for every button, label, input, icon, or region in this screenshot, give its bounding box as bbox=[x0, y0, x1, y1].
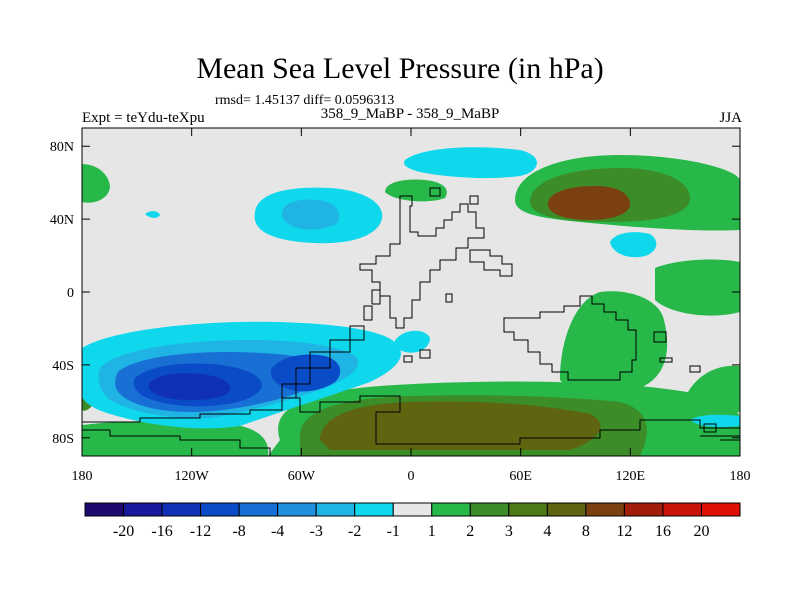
run-label: 358_9_MaBP - 358_9_MaBP bbox=[320, 106, 500, 122]
x-axis: 180 120W 60W 0 60E 120E 180 bbox=[72, 128, 751, 484]
y-tick-label: 80S bbox=[52, 432, 74, 447]
colorbar-swatch bbox=[700, 502, 741, 517]
colorbar-label: 2 bbox=[466, 523, 474, 540]
x-tick-label: 120W bbox=[175, 469, 210, 484]
contour-fill-antarctica-arm bbox=[82, 421, 269, 456]
x-tick-label: 60W bbox=[288, 469, 316, 484]
colorbar-swatch bbox=[315, 502, 356, 517]
colorbar-swatch bbox=[585, 502, 625, 517]
colorbar-label: 8 bbox=[582, 523, 590, 540]
colorbar-label: -8 bbox=[232, 523, 245, 540]
colorbar-label: -20 bbox=[113, 523, 134, 540]
y-tick-label: 40N bbox=[50, 213, 74, 228]
contour-fill-southern-ocean-5 bbox=[148, 373, 231, 400]
colorbar-label: -4 bbox=[271, 523, 284, 540]
contour-fill-south-indian bbox=[560, 291, 668, 391]
colorbar-swatch bbox=[662, 502, 702, 517]
coastline-east-block bbox=[469, 195, 479, 205]
stats-line: rmsd= 1.45137 diff= 0.0596313 bbox=[215, 93, 395, 108]
colorbar-swatch bbox=[469, 502, 510, 517]
colorbar-label: 4 bbox=[543, 523, 551, 540]
y-tick-label: 40S bbox=[52, 359, 74, 374]
colorbar-label: 1 bbox=[428, 523, 436, 540]
contour-fill-drake bbox=[394, 330, 430, 353]
coastline-arm-east bbox=[469, 249, 513, 277]
colorbar-label: 12 bbox=[616, 523, 632, 540]
colorbar: -20 -16 -12 -8 -4 -3 -2 -1 1 2 3 4 8 12 16 20 bbox=[84, 502, 741, 540]
colorbar-swatch bbox=[277, 502, 317, 517]
y-tick-label: 80N bbox=[50, 140, 74, 155]
x-tick-label: 60E bbox=[509, 469, 532, 484]
contour-fill-sw-pacific-small bbox=[690, 414, 740, 428]
coastline-small-islet bbox=[445, 293, 453, 303]
coastline-west-chain bbox=[281, 289, 381, 399]
colorbar-swatch bbox=[238, 502, 279, 517]
colorbar-swatch bbox=[392, 502, 433, 517]
colorbar-swatch bbox=[161, 502, 202, 517]
colorbar-label: -12 bbox=[190, 523, 211, 540]
contour-fill-siberia-inner bbox=[548, 186, 630, 220]
colorbar-swatch bbox=[546, 502, 587, 517]
colorbar-swatch bbox=[354, 502, 394, 517]
y-axis: 80N 40N 0 40S 80S bbox=[50, 140, 740, 447]
colorbar-label: -1 bbox=[387, 523, 400, 540]
map-title: Mean Sea Level Pressure (in hPa) bbox=[196, 52, 604, 85]
contour-fill-north-pacific-inner bbox=[281, 199, 340, 230]
colorbar-label: -3 bbox=[310, 523, 323, 540]
season-label: JJA bbox=[719, 110, 742, 126]
colorbar-swatch bbox=[623, 502, 664, 517]
colorbar-label: 16 bbox=[655, 523, 671, 540]
colorbar-swatch bbox=[431, 502, 471, 517]
contour-fill-arctic bbox=[403, 147, 537, 179]
y-tick-label: 0 bbox=[67, 286, 74, 301]
contour-fill-southeast-pacific bbox=[688, 365, 740, 412]
colorbar-swatch bbox=[508, 502, 548, 517]
colorbar-label: 20 bbox=[693, 523, 709, 540]
coastline-east-islands bbox=[653, 331, 740, 441]
coastline-north-tip bbox=[429, 187, 441, 197]
contour-fill-antarctica-inner bbox=[320, 401, 601, 450]
contour-fill-east-asia bbox=[655, 259, 740, 316]
contour-fill-west-pacific-small bbox=[145, 211, 160, 218]
x-tick-label: 120E bbox=[616, 469, 646, 484]
colorbar-label: -2 bbox=[348, 523, 361, 540]
x-tick-label: 180 bbox=[72, 469, 93, 484]
coastline-northern-continent bbox=[359, 195, 485, 329]
x-tick-label: 180 bbox=[730, 469, 751, 484]
colorbar-label: 3 bbox=[505, 523, 513, 540]
contour-fill-nw-pacific bbox=[82, 164, 110, 203]
contour-fill-south-atlantic bbox=[270, 354, 341, 392]
contour-fill-central-asia bbox=[610, 232, 657, 258]
coastlines bbox=[82, 187, 740, 456]
colorbar-label: -16 bbox=[151, 523, 172, 540]
coastline-south-continent bbox=[503, 295, 637, 381]
x-tick-label: 0 bbox=[408, 469, 415, 484]
coastline-south-atlantic-islet bbox=[403, 349, 431, 363]
experiment-label: Expt = teYdu-teXpu bbox=[82, 110, 205, 126]
coastline-antarctica bbox=[82, 395, 740, 456]
colorbar-swatch bbox=[123, 502, 163, 517]
colorbar-swatch bbox=[200, 502, 240, 517]
colorbar-swatch bbox=[84, 502, 125, 517]
